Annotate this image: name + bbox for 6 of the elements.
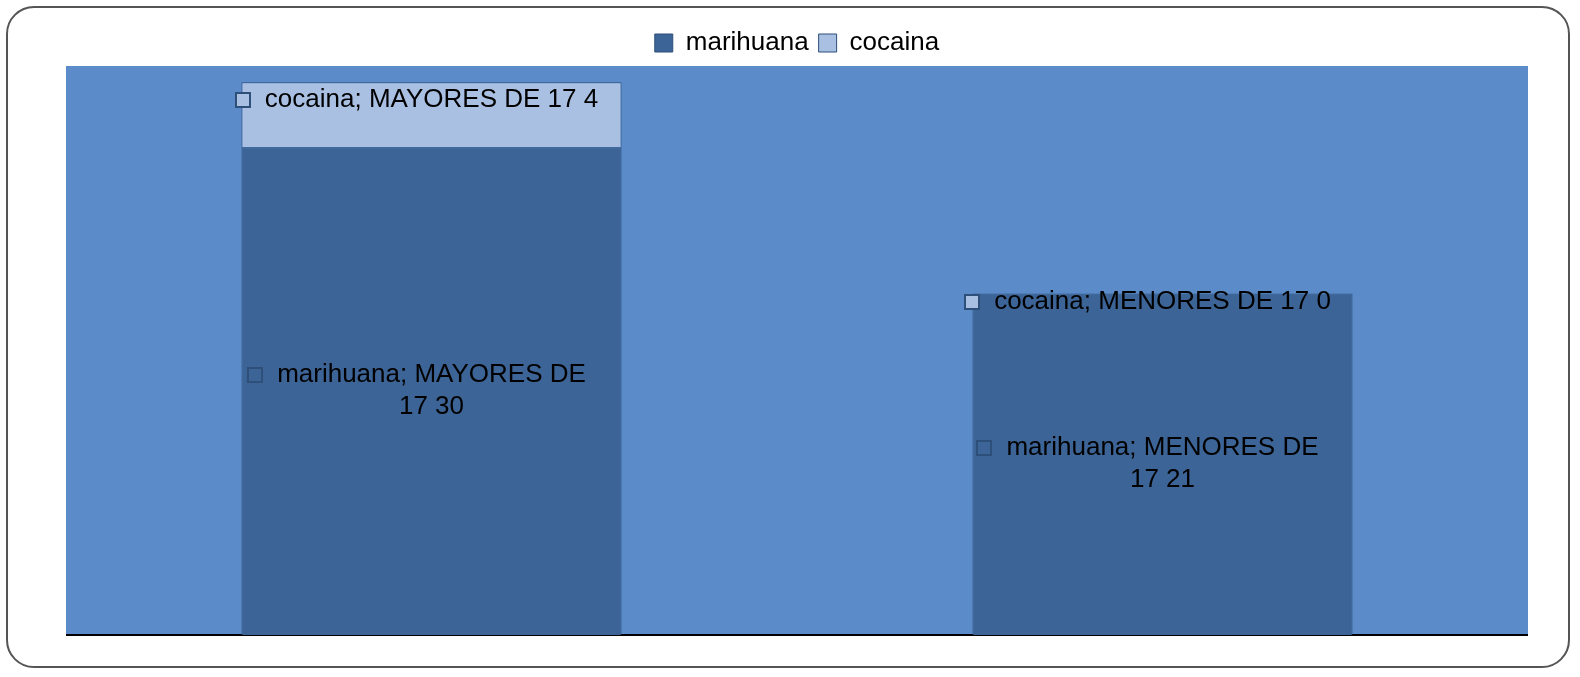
data-label: cocaina; MENORES DE 17 0 bbox=[994, 284, 1331, 315]
data-label: marihuana; MENORES DE 17 21 bbox=[1006, 431, 1319, 494]
data-label: marihuana; MAYORES DE 17 30 bbox=[277, 358, 586, 421]
legend-label: cocaina bbox=[849, 26, 940, 57]
data-label: cocaina; MAYORES DE 17 4 bbox=[264, 83, 599, 114]
legend-label: marihuana bbox=[685, 26, 810, 57]
